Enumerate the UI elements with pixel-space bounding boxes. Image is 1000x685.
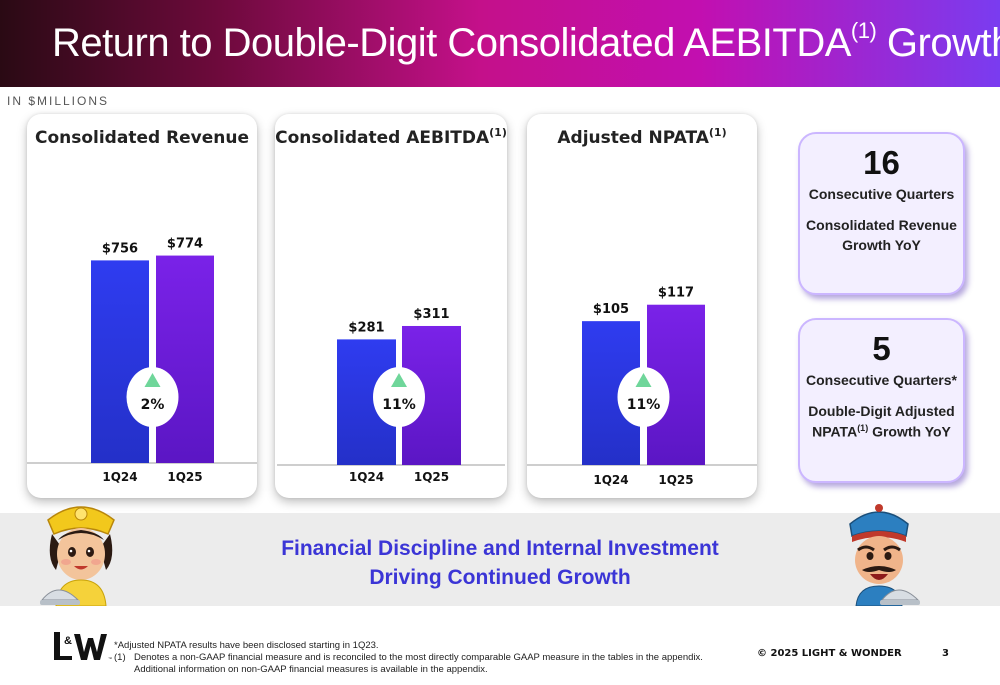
message-text: Financial Discipline and Internal Invest…: [200, 534, 800, 592]
npata-chart-panel: Adjusted NPATA(1) $105 1Q24 $117 1Q25 11%: [527, 114, 757, 498]
slide-title-footnote: (1): [850, 18, 877, 43]
chart-title-footnote: (1): [708, 126, 727, 139]
message-band: [0, 513, 1000, 606]
stat-detail: Consolidated Revenue: [806, 217, 957, 233]
footnote-1-mark: (1): [114, 652, 126, 663]
footnote-1-text-cont: Additional information on non-GAAP finan…: [134, 664, 488, 675]
category-label: 1Q25: [414, 470, 449, 484]
chart-title: Adjusted NPATA(1): [527, 126, 757, 148]
growth-bubble: [373, 367, 425, 427]
units-label: IN $MILLIONS: [7, 94, 110, 108]
mascot-right-illustration: [849, 504, 920, 606]
up-arrow-icon: [144, 373, 161, 387]
data-label: $756: [102, 241, 138, 256]
up-arrow-icon: [391, 373, 407, 387]
growth-bubble: [126, 367, 179, 427]
growth-label: 11%: [382, 397, 416, 413]
revenue-chart-panel: Consolidated Revenue $756 1Q24 $774 1Q25 2%: [27, 114, 257, 498]
light-and-wonder-logo: & ™: [54, 632, 112, 661]
chart-title: Consolidated Revenue: [27, 126, 257, 148]
stat-detail-tail: Growth YoY: [842, 237, 921, 253]
bar-1q25: [156, 255, 214, 463]
mascot-left-illustration: [40, 506, 115, 606]
chart-title-footnote: (1): [489, 126, 507, 139]
growth-label: 11%: [627, 397, 661, 413]
stat-detail: Double-Digit Adjusted: [808, 403, 955, 419]
title-banner: [0, 0, 1000, 87]
stat-caption: Consecutive Quarters: [808, 186, 955, 202]
footnote-1-text: Denotes a non-GAAP financial measure and…: [134, 652, 703, 663]
stat-detail-footnote: (1): [857, 423, 869, 433]
data-label: $774: [167, 237, 203, 252]
revenue-streak-box: 16 Consecutive Quarters Consolidated Rev…: [798, 132, 965, 295]
category-label: 1Q25: [167, 470, 202, 484]
stat-number: 16: [863, 144, 900, 181]
bar-1q24: [91, 260, 149, 463]
stat-detail-prefix: NPATA: [812, 423, 858, 440]
up-arrow-icon: [635, 373, 652, 387]
stat-caption: Consecutive Quarters*: [806, 372, 957, 388]
data-label: $281: [348, 320, 384, 335]
data-label: $105: [593, 302, 629, 317]
stat-detail-tail: NPATA(1) Growth YoY: [800, 423, 963, 440]
slide-title: Return to Double-Digit Consolidated AEBI…: [52, 18, 1000, 66]
footnote-star: *Adjusted NPATA results have been disclo…: [114, 640, 379, 651]
footnotes: *Adjusted NPATA results have been disclo…: [114, 640, 703, 676]
aebitda-chart: $281 1Q24 $311 1Q25 11%: [277, 307, 505, 484]
category-label: 1Q24: [102, 470, 137, 484]
copyright: © 2025 LIGHT & WONDER: [757, 648, 902, 659]
svg-text:&: &: [64, 635, 72, 647]
data-label: $117: [658, 286, 694, 301]
aebitda-chart-panel: Consolidated AEBITDA(1) $281 1Q24 $311 1Q25…: [275, 114, 507, 498]
message-line-2: Driving Continued Growth: [369, 566, 631, 589]
stat-number: 5: [872, 330, 891, 367]
chart-title-text: Consolidated Revenue: [34, 128, 250, 148]
slide-title-tail: Growth: [876, 21, 1000, 65]
slide-title-text: Return to Double-Digit Consolidated AEBI…: [52, 21, 851, 65]
svg-text:™: ™: [108, 656, 112, 661]
footnote-1-cont: Additional information on non-GAAP finan…: [114, 664, 703, 676]
category-label: 1Q24: [349, 470, 384, 484]
category-label: 1Q24: [593, 473, 628, 487]
chart-title: Consolidated AEBITDA(1): [275, 126, 507, 148]
growth-bubble: [617, 367, 670, 427]
npata-streak-box: 5 Consecutive Quarters* Double-Digit Adj…: [798, 318, 965, 483]
growth-label: 2%: [141, 397, 165, 413]
chart-title-text: Consolidated AEBITDA: [275, 128, 490, 148]
chart-title-text: Adjusted NPATA: [557, 128, 709, 148]
stat-detail-suffix: Growth YoY: [868, 423, 951, 440]
message-line-1: Financial Discipline and Internal Invest…: [281, 537, 719, 560]
npata-chart: $105 1Q24 $117 1Q25 11%: [527, 286, 757, 487]
revenue-chart: $756 1Q24 $774 1Q25 2%: [27, 237, 257, 484]
data-label: $311: [413, 307, 449, 322]
category-label: 1Q25: [658, 473, 693, 487]
footnote-1: (1) Denotes a non-GAAP financial measure…: [114, 652, 703, 664]
page-number: 3: [942, 648, 949, 659]
